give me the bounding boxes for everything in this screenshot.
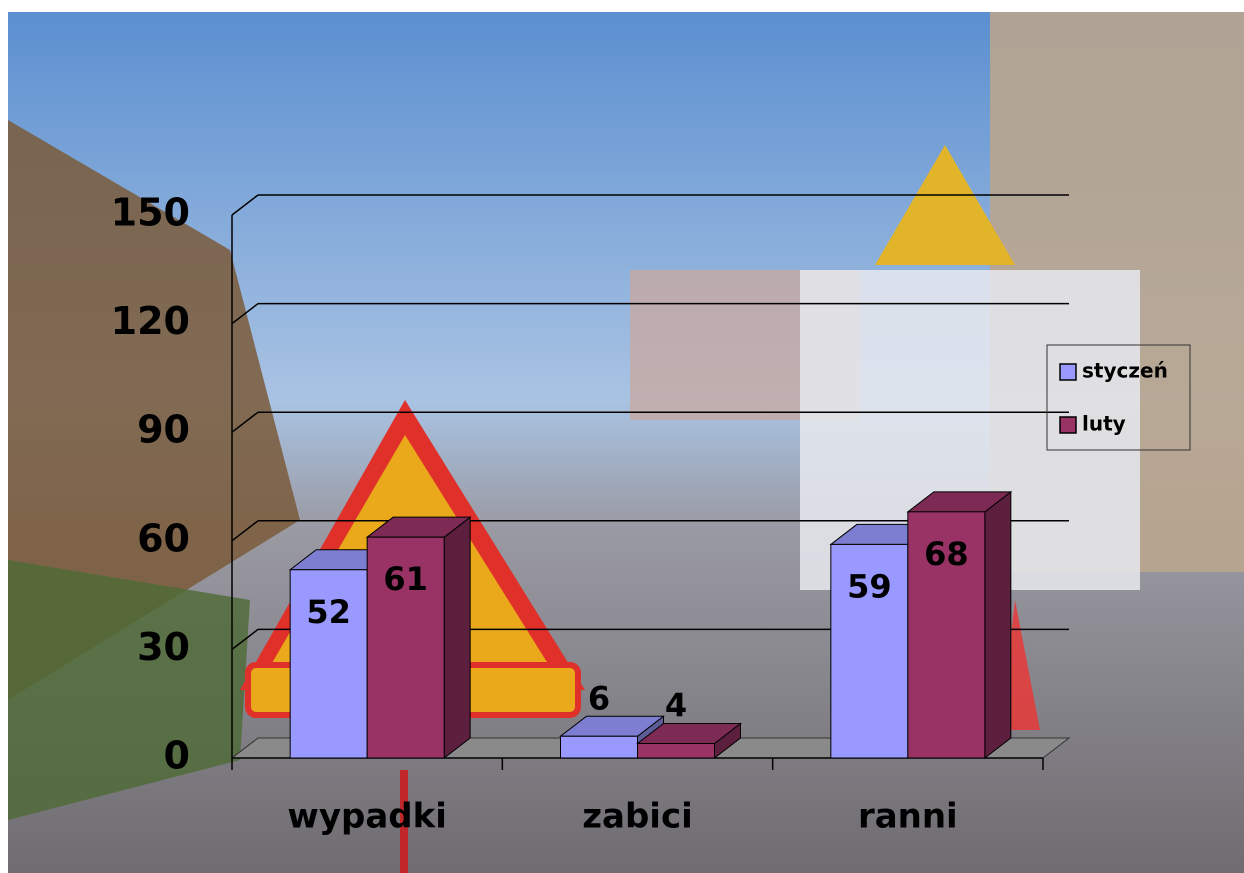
x-tick-label: ranni [858,797,958,837]
legend-swatch [1060,364,1076,380]
y-tick-label: 0 [164,734,190,778]
bar-front [638,744,715,758]
data-label: 52 [306,593,351,631]
y-tick-label: 90 [137,408,190,452]
bar-front [561,736,638,758]
legend-swatch [1060,417,1076,433]
bar-side [985,492,1011,758]
data-label: 61 [383,560,428,598]
bar [908,492,1011,758]
bar [367,517,470,758]
data-label: 68 [924,535,969,573]
y-tick-label: 150 [111,191,190,235]
y-tick-label: 120 [111,299,190,343]
data-label: 6 [588,679,610,717]
legend-label: luty [1082,412,1126,436]
y-tick-label: 30 [137,625,190,669]
data-label: 4 [665,687,687,725]
data-label: 59 [847,567,892,605]
x-tick-label: wypadki [287,797,446,837]
legend-label: styczeń [1082,359,1168,383]
chart: 0 30 60 90 120 150 wypadki 52 61 zabici 6 4 ranni 59 6… [0,0,1244,873]
bar-side [444,517,470,758]
x-tick-label: zabici [582,797,693,837]
y-tick-label: 60 [137,516,190,560]
